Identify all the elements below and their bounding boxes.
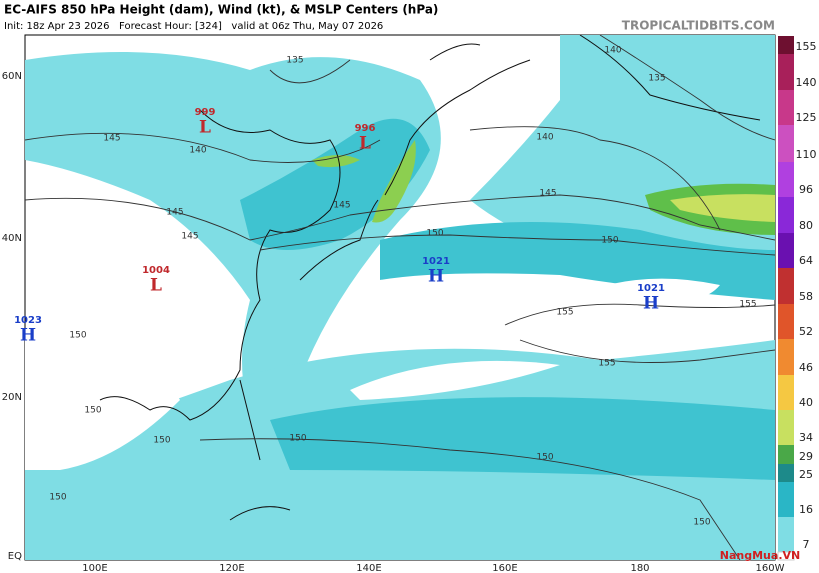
contour-label: 140 xyxy=(536,133,553,143)
center-type: L xyxy=(150,276,162,296)
colorbar-label: 58 xyxy=(799,290,813,303)
lon-labels: 100E 120E 140E 160E 180 160W xyxy=(82,563,784,573)
map xyxy=(24,34,776,561)
colorbar-label: 25 xyxy=(799,468,813,481)
colorbar-label: 40 xyxy=(799,396,813,409)
contour-label: 150 xyxy=(693,518,710,528)
contour-label: 145 xyxy=(333,201,350,211)
center-type: H xyxy=(643,294,659,314)
contour-label: 150 xyxy=(69,331,86,341)
lat-label: 20N xyxy=(2,392,22,403)
colorbar-label: 52 xyxy=(799,325,813,338)
lat-label: 60N xyxy=(2,71,22,82)
lon-label: 160E xyxy=(492,563,517,573)
source: TROPICALTIDBITS.COM xyxy=(622,19,775,33)
center-type: L xyxy=(359,134,371,154)
center-pressure: 1021 xyxy=(637,283,665,294)
colorbar-label: 64 xyxy=(799,254,813,267)
center-pressure: 1021 xyxy=(422,256,450,267)
colorbar-label: 16 xyxy=(799,503,813,516)
lon-label: 100E xyxy=(82,563,107,573)
subtitle: Init: 18z Apr 23 2026 Forecast Hour: [32… xyxy=(4,21,383,32)
colorbar-label: 125 xyxy=(796,111,817,124)
lon-label: 180 xyxy=(630,563,649,573)
contour-label: 150 xyxy=(84,406,101,416)
center-type: H xyxy=(20,326,36,346)
lon-label: 140E xyxy=(356,563,381,573)
colorbar-label: 110 xyxy=(796,148,817,161)
center-type: L xyxy=(199,118,211,138)
contour-label: 150 xyxy=(601,236,618,246)
lon-label: 160W xyxy=(756,563,785,573)
contour-label: 145 xyxy=(539,189,556,199)
contour-label: 150 xyxy=(426,229,443,239)
contour-label: 150 xyxy=(536,453,553,463)
lat-label: 40N xyxy=(2,233,22,244)
colorbar-label: 7 xyxy=(803,538,810,551)
title: EC-AIFS 850 hPa Height (dam), Wind (kt),… xyxy=(4,3,438,17)
contour-label: 155 xyxy=(598,359,615,369)
colorbar-label: 155 xyxy=(796,40,817,53)
contour-labels: 135 140 135 140 140 145 145 145 145 150 150 145 155 1… xyxy=(49,46,756,528)
colorbar-label: 29 xyxy=(799,450,813,463)
lat-label: EQ xyxy=(8,551,22,562)
contour-label: 150 xyxy=(289,434,306,444)
contour-label: 150 xyxy=(49,493,66,503)
contour-label: 135 xyxy=(648,74,665,84)
contour-label: 140 xyxy=(604,46,621,56)
colorbar-label: 46 xyxy=(799,361,813,374)
colorbar: 155 140 125 110 96 80 64 58 52 46 40 34 29 25 16 7 xyxy=(777,36,817,561)
center-type: H xyxy=(428,267,444,287)
lon-label: 120E xyxy=(219,563,244,573)
colorbar-label: 34 xyxy=(799,431,813,444)
center-pressure: 1023 xyxy=(14,315,42,326)
contour-label: 140 xyxy=(189,146,206,156)
contour-label: 155 xyxy=(739,300,756,310)
colorbar-label: 96 xyxy=(799,183,813,196)
colorbar-label: 80 xyxy=(799,219,813,232)
watermark: NangMua.VN xyxy=(720,549,800,562)
colorbar-label: 140 xyxy=(796,76,817,89)
contour-label: 150 xyxy=(153,436,170,446)
center-pressure: 999 xyxy=(195,107,216,118)
contour-label: 135 xyxy=(286,56,303,66)
contour-label: 145 xyxy=(103,134,120,144)
contour-label: 145 xyxy=(166,208,183,218)
contour-label: 155 xyxy=(556,308,573,318)
contour-label: 145 xyxy=(181,232,198,242)
center-pressure: 1004 xyxy=(142,265,170,276)
lat-labels: 60N 40N 20N EQ xyxy=(2,71,22,562)
center-pressure: 996 xyxy=(355,123,376,134)
